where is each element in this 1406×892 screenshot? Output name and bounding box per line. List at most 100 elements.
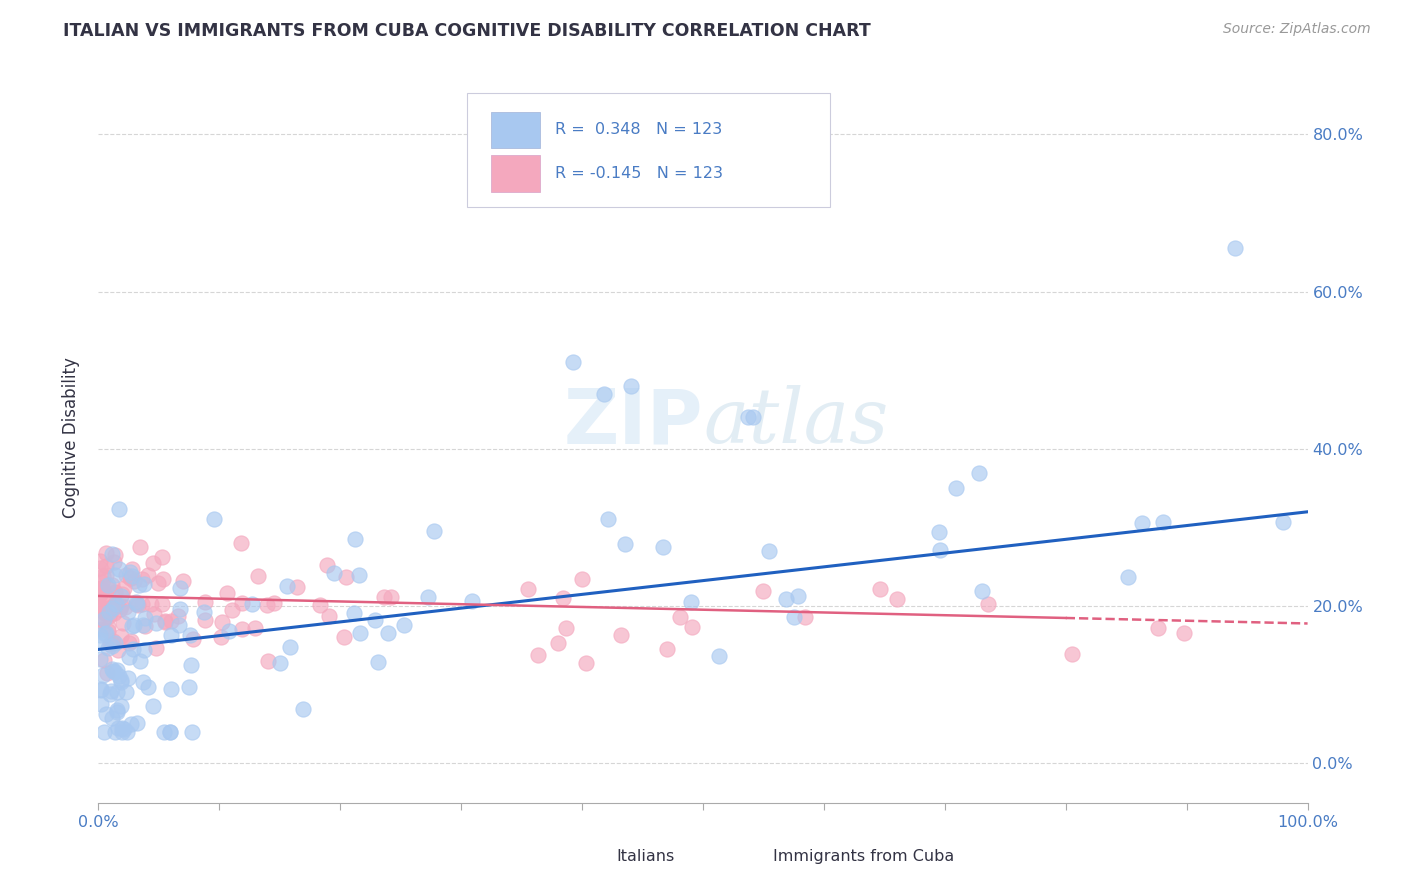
Point [94,606,117,620]
Text: Source: ZipAtlas.com: Source: ZipAtlas.com [1223,22,1371,37]
Point [291,702,314,716]
Point [89,633,111,648]
Point [752,584,775,599]
Point [131,597,153,611]
Point [869,582,891,597]
Point [89,590,111,604]
Point [91,614,114,628]
Point [886,591,908,606]
Point [240,597,263,611]
Point [278,640,301,654]
Point [150,550,173,565]
Point [97,578,120,592]
Point [285,580,308,594]
Point [91,668,114,682]
Point [110,675,132,690]
Point [620,379,643,393]
FancyBboxPatch shape [492,155,540,192]
Point [96,567,118,582]
Point [970,584,993,599]
Point [610,627,633,641]
Point [318,608,340,623]
Point [104,665,127,679]
Point [108,562,131,576]
Point [309,599,332,613]
Point [98,593,121,607]
Point [141,598,163,612]
Point [209,630,232,644]
Point [100,548,122,562]
Point [96,606,118,620]
Point [120,634,142,648]
Point [94,558,117,573]
Point [125,715,148,730]
Point [347,568,370,582]
Point [167,609,190,624]
Point [120,571,142,585]
Point [94,604,117,618]
Point [153,725,176,739]
Point [169,618,191,632]
Point [96,707,118,722]
Point [142,699,165,714]
Point [118,565,141,579]
Point [89,582,111,596]
Point [145,616,167,631]
Point [134,577,156,591]
Point [152,572,174,586]
Point [103,725,125,739]
Point [377,626,399,640]
Point [1116,570,1139,584]
Point [155,614,177,628]
Point [107,721,129,735]
Point [121,562,143,576]
Point [247,568,270,582]
Point [125,597,148,611]
Point [105,663,128,677]
Point [169,601,191,615]
Point [93,653,115,667]
Point [97,620,120,634]
Point [967,467,990,481]
Point [215,585,238,599]
FancyBboxPatch shape [724,849,765,863]
Point [211,615,233,629]
Point [104,567,127,582]
Point [148,576,170,591]
Text: Italians: Italians [616,848,675,863]
Text: Immigrants from Cuba: Immigrants from Cuba [773,848,955,863]
Point [121,642,143,657]
Point [105,705,128,719]
Point [1147,621,1170,635]
Point [221,603,243,617]
Point [343,606,366,620]
Point [108,602,131,616]
Point [775,592,797,607]
Point [97,624,120,639]
Point [562,355,585,369]
Point [335,570,357,584]
Point [322,566,344,580]
Text: atlas: atlas [703,385,889,459]
Point [143,607,166,622]
Point [97,605,120,619]
Point [709,648,731,663]
Point [593,387,616,401]
Point [103,633,125,648]
Point [118,650,141,665]
Point [89,554,111,568]
Point [332,630,354,644]
Point [111,721,134,735]
Point [91,569,114,583]
Point [193,606,215,620]
Point [101,578,124,592]
Point [105,703,128,717]
Point [423,524,446,539]
Point [194,613,217,627]
Point [112,581,135,595]
Point [97,608,120,623]
Point [125,595,148,609]
Point [93,725,115,739]
Point [90,603,112,617]
Point [89,587,111,601]
